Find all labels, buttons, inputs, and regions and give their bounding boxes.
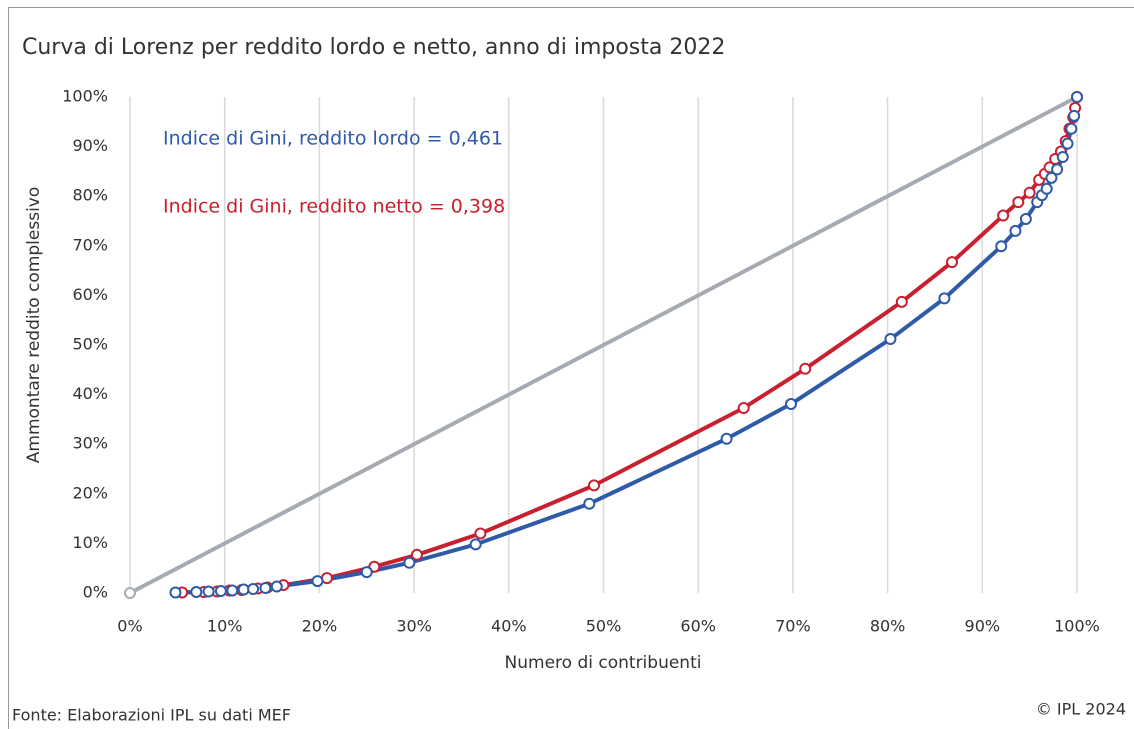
x-tick-label: 10% bbox=[207, 617, 243, 636]
point bbox=[785, 398, 798, 411]
x-tick-label: 70% bbox=[775, 617, 811, 636]
point bbox=[1065, 122, 1078, 135]
y-tick-label: 70% bbox=[72, 235, 108, 254]
point bbox=[190, 586, 203, 599]
point bbox=[360, 566, 373, 579]
copyright: © IPL 2024 bbox=[1036, 700, 1126, 719]
point bbox=[884, 333, 897, 346]
y-tick-label: 40% bbox=[72, 384, 108, 403]
y-tick-label: 0% bbox=[83, 583, 108, 602]
point bbox=[247, 583, 260, 596]
point bbox=[1009, 224, 1022, 237]
point bbox=[895, 295, 908, 308]
y-tick-label: 50% bbox=[72, 335, 108, 354]
x-tick-label: 40% bbox=[491, 617, 527, 636]
chart-title: Curva di Lorenz per reddito lordo e nett… bbox=[22, 35, 725, 60]
point bbox=[1019, 213, 1032, 226]
y-tick-label: 80% bbox=[72, 186, 108, 205]
annotation: Indice di Gini, reddito lordo = 0,461 bbox=[163, 128, 503, 150]
x-tick-label: 0% bbox=[117, 617, 142, 636]
point bbox=[938, 292, 951, 305]
y-tick-label: 100% bbox=[62, 87, 108, 106]
y-tick-label: 90% bbox=[72, 136, 108, 155]
y-tick-label: 60% bbox=[72, 285, 108, 304]
point bbox=[997, 209, 1010, 222]
point bbox=[1023, 186, 1036, 199]
x-tick-label: 100% bbox=[1054, 617, 1100, 636]
point bbox=[588, 479, 601, 492]
y-tick-label: 30% bbox=[72, 434, 108, 453]
point bbox=[583, 497, 596, 510]
x-tick-label: 80% bbox=[870, 617, 906, 636]
point bbox=[214, 585, 227, 598]
frame bbox=[8, 7, 1134, 729]
point bbox=[737, 401, 750, 414]
x-tick-label: 50% bbox=[586, 617, 622, 636]
point bbox=[995, 240, 1008, 253]
point bbox=[124, 587, 136, 599]
y-tick-label: 10% bbox=[72, 533, 108, 552]
point bbox=[311, 575, 324, 588]
x-tick-label: 90% bbox=[965, 617, 1001, 636]
point bbox=[1045, 171, 1058, 184]
point bbox=[226, 584, 239, 597]
point bbox=[403, 556, 416, 569]
point bbox=[1071, 91, 1083, 103]
point bbox=[1061, 137, 1074, 150]
point bbox=[169, 586, 182, 599]
point bbox=[1012, 196, 1025, 209]
x-tick-label: 30% bbox=[396, 617, 432, 636]
point bbox=[799, 362, 812, 375]
point bbox=[1040, 182, 1053, 195]
point bbox=[945, 256, 958, 269]
point bbox=[202, 585, 215, 598]
x-tick-label: 20% bbox=[302, 617, 338, 636]
point bbox=[469, 538, 482, 551]
source: Fonte: Elaborazioni IPL su dati MEF bbox=[12, 706, 291, 725]
point bbox=[1051, 163, 1064, 176]
point bbox=[259, 582, 272, 595]
annotation: Indice di Gini, reddito netto = 0,398 bbox=[163, 196, 505, 218]
point bbox=[1056, 151, 1069, 164]
point bbox=[474, 527, 487, 540]
point bbox=[720, 432, 733, 445]
x-tick-label: 60% bbox=[680, 617, 716, 636]
series-line bbox=[129, 95, 1078, 595]
point bbox=[1068, 109, 1081, 122]
y-tick-label: 20% bbox=[72, 483, 108, 502]
point bbox=[410, 548, 423, 561]
y-axis-label: Ammontare reddito complessivo bbox=[24, 187, 44, 464]
x-axis-label: Numero di contribuenti bbox=[505, 653, 702, 673]
point bbox=[270, 580, 283, 593]
